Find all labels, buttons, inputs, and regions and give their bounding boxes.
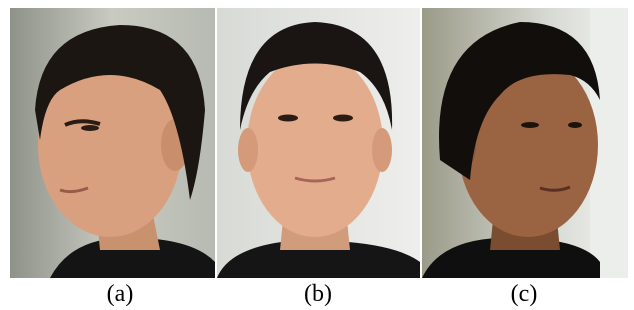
- page: (a) (b) (c) (() => { const data = JSON.p…: [0, 0, 634, 310]
- figure: (a) (b) (c): [0, 0, 634, 310]
- panel-label: (b): [304, 281, 332, 307]
- photo-c: [422, 8, 628, 278]
- photo-b: [217, 8, 420, 278]
- panel-label: (a): [107, 281, 134, 307]
- photo-a: [10, 8, 215, 278]
- panel-label: (c): [511, 281, 538, 307]
